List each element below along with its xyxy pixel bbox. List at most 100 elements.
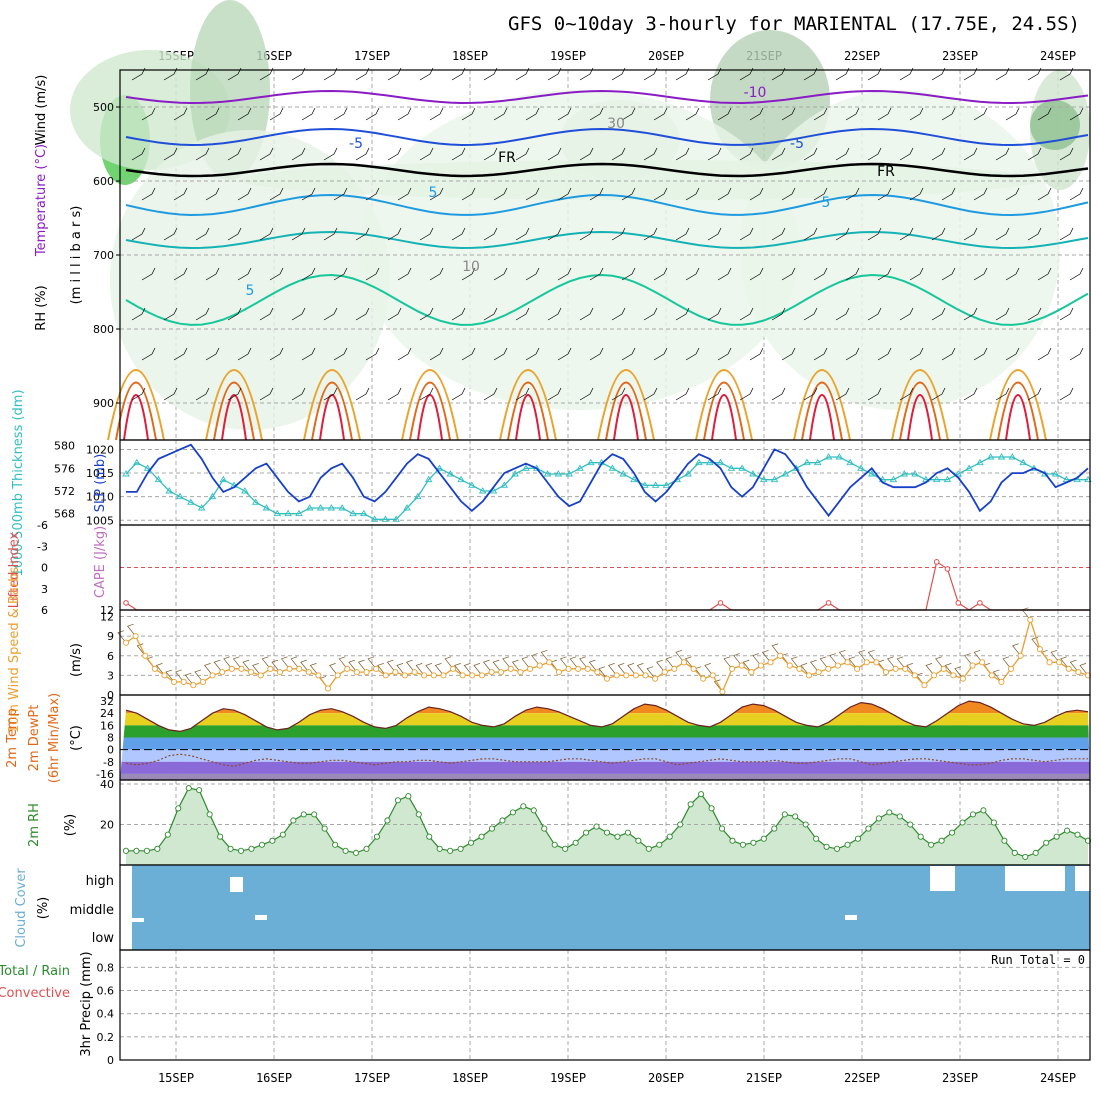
wind-barb: [941, 187, 956, 201]
top-date-label: 20SEP: [648, 49, 684, 63]
wind-barb: [396, 663, 406, 676]
wind-barb: [323, 387, 338, 401]
contour-label: FR: [498, 150, 516, 166]
wind-barb: [348, 659, 358, 673]
thickness-marker: [565, 470, 573, 477]
wind-barb: [800, 663, 810, 676]
wind-barb: [749, 187, 764, 201]
wind-barb: [877, 267, 892, 281]
temperature-contour: [125, 273, 1089, 326]
wind-barb: [1059, 147, 1074, 161]
wind-barb: [810, 659, 819, 673]
temperature-contour: [997, 381, 1039, 441]
thickness-marker: [932, 475, 941, 483]
wind-barb: [973, 107, 988, 121]
cloud-gap: [132, 918, 144, 922]
wind-barb: [531, 653, 540, 666]
wind-speed-marker: [786, 662, 793, 669]
panel-frame: [119, 439, 1091, 526]
contour-label: -5: [790, 136, 804, 152]
wind-barb: [291, 227, 306, 241]
wind-barb: [1050, 649, 1060, 663]
wind-speed-marker: [902, 665, 909, 672]
wind-barb: [749, 347, 764, 361]
wind-barb: [301, 107, 316, 121]
thickness-marker: [889, 475, 898, 483]
wind-barb: [675, 387, 690, 401]
thickness-marker: [543, 470, 552, 477]
wind-barb: [717, 107, 732, 121]
wind-tick-label: 6: [107, 650, 114, 663]
wind-barb: [269, 267, 284, 281]
wind-barb: [1069, 187, 1084, 201]
wind-barb: [909, 187, 924, 201]
wind-barb: [493, 267, 508, 281]
wind-barb: [845, 347, 860, 361]
wind-barb: [579, 147, 594, 161]
rh-marker: [886, 809, 893, 816]
thickness-marker: [295, 509, 303, 517]
rh-marker: [896, 813, 903, 820]
rh-marker: [708, 805, 715, 812]
wind-barb: [515, 227, 530, 241]
wind-barb: [415, 663, 425, 676]
wind-barb: [429, 347, 444, 361]
wind-speed-marker: [151, 665, 158, 672]
rh-marker: [227, 845, 234, 852]
temperature-contour: [695, 369, 753, 441]
wind-speed-marker: [825, 665, 832, 672]
wind-barb: [419, 387, 434, 401]
axis-label: 2m DewPt: [27, 705, 42, 772]
temperature-bands: [120, 701, 1090, 780]
rh-marker: [844, 841, 851, 848]
wind-barb: [271, 659, 281, 673]
top-date-label: 24SEP: [1040, 49, 1076, 63]
thickness-tick-label: 568: [54, 508, 75, 521]
contour-label: 5: [822, 195, 831, 211]
wind-barb: [867, 227, 882, 241]
wind-speed-marker: [555, 669, 562, 676]
wind-barb: [621, 347, 636, 361]
thickness-marker: [641, 481, 649, 488]
temp-tick-label: 16: [100, 719, 114, 732]
wind-speed-marker: [671, 665, 678, 672]
wind-speed-marker: [950, 672, 957, 679]
wind-barb: [835, 227, 850, 241]
temp-tick-label: 0: [107, 744, 114, 757]
wind-barb: [1069, 347, 1084, 361]
wind-speed-marker: [940, 665, 947, 672]
wind-barb: [973, 347, 988, 361]
rh-marker: [122, 847, 130, 854]
wind-barb: [451, 387, 466, 401]
thickness-marker: [392, 515, 401, 522]
wind-barb: [451, 227, 466, 241]
wind-speed-marker: [1046, 659, 1053, 666]
wind-barb: [845, 107, 860, 121]
precip-tick-label: 0.2: [97, 1031, 115, 1044]
thickness-marker: [759, 475, 768, 483]
axis-label: Temperature (°C): [34, 144, 49, 257]
wind-barb: [588, 659, 598, 673]
upper-air-panel: -10 -5 -5 FR FR 5 5 5 30 10 500 600 700 800 900 (m i l …: [34, 0, 1091, 441]
wind-barb: [598, 666, 608, 679]
cloud-gap: [255, 915, 267, 920]
wind-barb: [675, 307, 690, 321]
temperature-contour: [801, 381, 843, 441]
thickness-marker: [414, 492, 422, 500]
wind-barb: [665, 656, 675, 670]
wind-barb: [995, 147, 1010, 161]
wind-barb: [259, 387, 274, 401]
thickness-marker: [662, 481, 671, 488]
temperature-contour: [597, 369, 655, 441]
slp-tick-label: 1020: [86, 443, 114, 456]
wind-barb: [237, 107, 252, 121]
cloud-gap: [1075, 866, 1090, 891]
lifted-index-line: [125, 560, 1088, 611]
axis-label: 2m Temp: [5, 708, 20, 768]
wind-barb: [127, 623, 136, 637]
cloud-gap: [930, 866, 955, 891]
wind-barb: [608, 663, 617, 676]
wind-barb: [899, 227, 914, 241]
contour-label: FR: [877, 164, 895, 180]
wind-barb: [739, 227, 754, 241]
